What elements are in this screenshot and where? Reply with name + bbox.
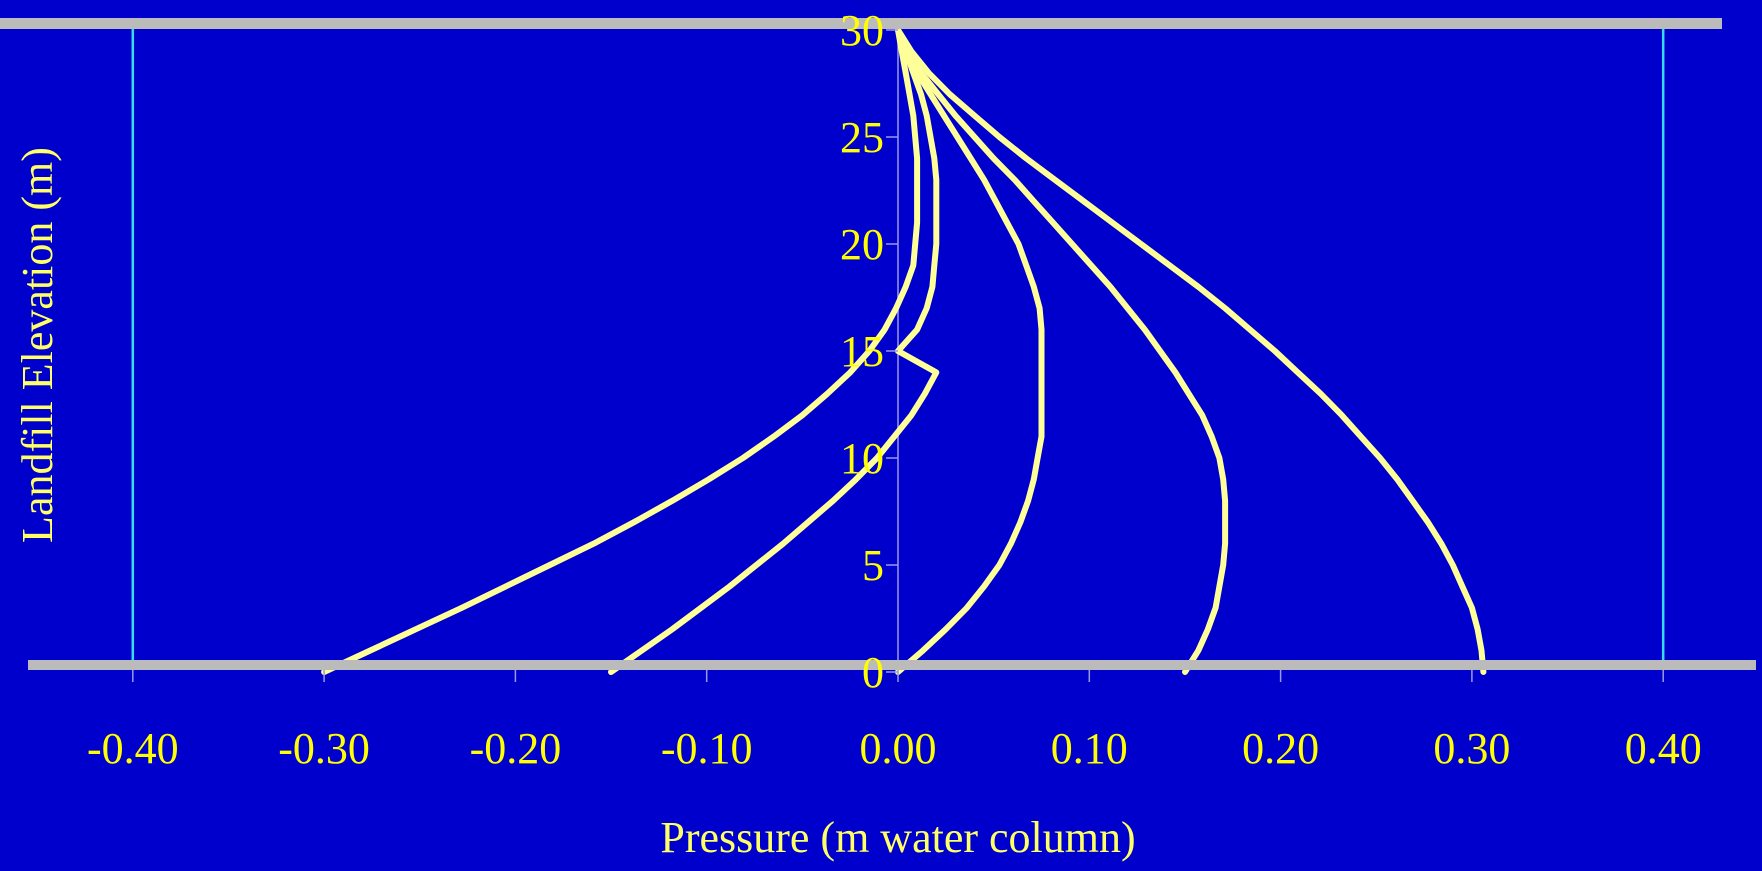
top-boundary-bar: [0, 18, 1722, 29]
side-lines: [131, 24, 1665, 670]
y-tick-label: 20: [840, 220, 884, 269]
x-ticks: -0.40 -0.30 -0.20 -0.10 0.00 0.10 0.20 0.30 0.40: [87, 670, 1702, 773]
y-ticks: 0 5 10 15 20 25 30: [840, 6, 898, 697]
x-tick-label: -0.30: [278, 724, 370, 773]
x-tick-label: -0.20: [470, 724, 562, 773]
bottom-boundary-bar: [28, 660, 1756, 670]
x-tick-label: 0.00: [860, 724, 937, 773]
y-tick-label: 5: [862, 541, 884, 590]
boundary-bars: [0, 18, 1756, 670]
y-tick-label: 0: [862, 648, 884, 697]
x-tick-label: 0.30: [1433, 724, 1510, 773]
y-tick-label: 15: [840, 327, 884, 376]
series-line-3: [895, 27, 1045, 675]
y-tick-label: 30: [840, 6, 884, 55]
y-tick-label: 10: [840, 434, 884, 483]
y-tick-label: 25: [840, 113, 884, 162]
series-line-4: [895, 27, 1229, 675]
x-tick-label: 0.40: [1625, 724, 1702, 773]
x-tick-label: -0.10: [661, 724, 753, 773]
series-line-5: [895, 27, 1487, 675]
x-tick-label: 0.20: [1242, 724, 1319, 773]
series-layer: [321, 27, 1487, 675]
y-axis-label: Landfill Elevation (m): [13, 147, 62, 543]
x-tick-label: 0.10: [1051, 724, 1128, 773]
series-line-1: [321, 27, 921, 675]
x-tick-label: -0.40: [87, 724, 179, 773]
x-axis-label: Pressure (m water column): [660, 813, 1135, 862]
